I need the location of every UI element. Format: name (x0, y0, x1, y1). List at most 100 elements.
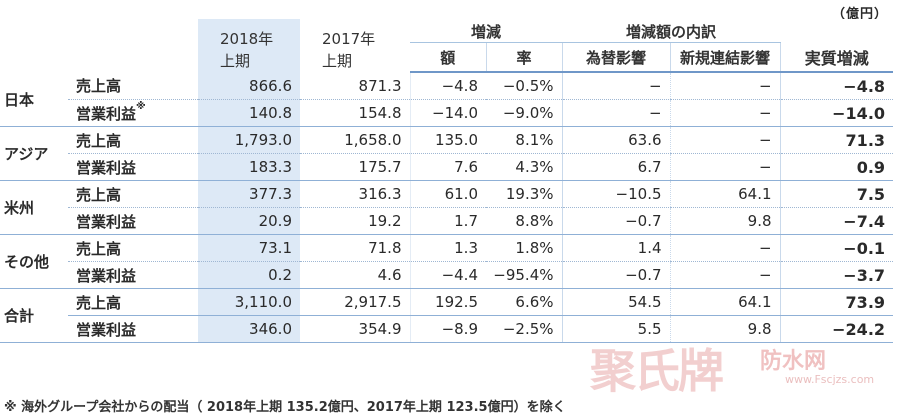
value-real-change: 7.5 (779, 180, 894, 208)
table-row: 米州 売上高 377.3 316.3 61.0 19.3% −10.5 64.1… (0, 180, 894, 235)
value-new-consolidation: 64.1 (669, 180, 781, 208)
header-new-consolidation: 新規連結影響 (669, 42, 781, 73)
value-real-change: −14.0 (779, 99, 894, 127)
value-2018: 1,793.0 (198, 126, 300, 154)
value-new-consolidation: − (669, 72, 781, 100)
value-2018: 73.1 (198, 234, 300, 262)
value-real-change: −7.4 (779, 207, 894, 235)
item-label: 営業利益※ (68, 99, 198, 127)
region-label: 合計 (0, 288, 68, 343)
table-row: 営業利益 0.2 4.6 −4.4 −95.4% −0.7 − −3.7 (0, 261, 894, 289)
item-label: 売上高 (68, 180, 198, 208)
value-fx-impact: 1.4 (561, 234, 671, 262)
table-row: 営業利益 346.0 354.9 −8.9 −2.5% 5.5 9.8 −24.… (0, 315, 894, 343)
value-2017: 4.6 (300, 261, 410, 289)
value-change-rate: −95.4% (486, 261, 563, 289)
value-fx-impact: − (561, 99, 671, 127)
table-row: アジア 売上高 1,793.0 1,658.0 135.0 8.1% 63.6 … (0, 126, 894, 181)
footnote-mark: ※ (136, 100, 146, 112)
watermark-brand: 聚氏牌 (590, 344, 724, 398)
value-real-change: 71.3 (779, 126, 894, 154)
header-2017-h1: 2017年 上期 (300, 19, 410, 72)
item-label: 営業利益 (68, 261, 198, 289)
value-2018: 20.9 (198, 207, 300, 235)
header-change: 増減 (410, 19, 563, 43)
header-2018-h1: 2018年 上期 (198, 19, 300, 72)
value-fx-impact: −10.5 (561, 180, 671, 208)
value-new-consolidation: − (669, 126, 781, 154)
value-change-rate: 1.8% (486, 234, 563, 262)
item-label: 売上高 (68, 72, 198, 100)
value-real-change: −0.1 (779, 234, 894, 262)
value-fx-impact: −0.7 (561, 261, 671, 289)
value-change-amount: −4.4 (409, 261, 486, 289)
item-label: 営業利益 (68, 153, 198, 181)
header-blank-item (68, 19, 198, 72)
value-fx-impact: 63.6 (561, 126, 671, 154)
value-new-consolidation: 9.8 (669, 207, 781, 235)
value-change-amount: −8.9 (409, 315, 486, 343)
value-real-change: 0.9 (779, 153, 894, 181)
value-fx-impact: 5.5 (561, 315, 671, 343)
value-change-rate: 4.3% (486, 153, 563, 181)
value-change-rate: 8.8% (486, 207, 563, 235)
value-2018: 183.3 (198, 153, 300, 181)
value-real-change: −4.8 (779, 72, 894, 100)
value-change-amount: −14.0 (409, 99, 486, 127)
header-real-change: 実質増減 (779, 42, 894, 73)
header-blank-region (0, 19, 68, 72)
value-fx-impact: −0.7 (561, 207, 671, 235)
value-2017: 871.3 (300, 72, 410, 100)
table-row: 営業利益 20.9 19.2 1.7 8.8% −0.7 9.8 −7.4 (0, 207, 894, 235)
region-label: 日本 (0, 72, 68, 127)
financial-table: 2018年 上期 2017年 上期 増減 増減額の内訳 額 率 為替影響 新規連結影… (0, 19, 894, 343)
value-2017: 1,658.0 (300, 126, 410, 154)
value-new-consolidation: 64.1 (669, 288, 781, 316)
table-row: 営業利益※ 140.8 154.8 −14.0 −9.0% − − −14.0 (0, 99, 894, 127)
value-change-rate: −9.0% (486, 99, 563, 127)
header-breakdown: 増減額の内訳 (562, 19, 781, 43)
region-label: その他 (0, 234, 68, 289)
header-blank-real (780, 19, 894, 43)
header-change-amount: 額 (410, 42, 486, 73)
value-change-amount: 1.7 (409, 207, 486, 235)
watermark-subtitle: 防水网 (760, 349, 827, 374)
region-label: 米州 (0, 180, 68, 235)
value-new-consolidation: − (669, 99, 781, 127)
value-new-consolidation: − (669, 261, 781, 289)
value-2017: 316.3 (300, 180, 410, 208)
value-new-consolidation: − (669, 234, 781, 262)
value-2017: 2,917.5 (300, 288, 410, 316)
item-label: 売上高 (68, 234, 198, 262)
region-label: アジア (0, 126, 68, 181)
item-label: 売上高 (68, 126, 198, 154)
value-new-consolidation: 9.8 (669, 315, 781, 343)
value-2018: 866.6 (198, 72, 300, 100)
value-real-change: −24.2 (779, 315, 894, 343)
value-change-amount: −4.8 (409, 72, 486, 100)
value-change-amount: 1.3 (409, 234, 486, 262)
value-new-consolidation: − (669, 153, 781, 181)
value-2018: 3,110.0 (198, 288, 300, 316)
value-change-rate: 19.3% (486, 180, 563, 208)
value-2018: 0.2 (198, 261, 300, 289)
value-change-amount: 7.6 (409, 153, 486, 181)
value-2018: 377.3 (198, 180, 300, 208)
table-row: その他 売上高 73.1 71.8 1.3 1.8% 1.4 − −0.1 (0, 234, 894, 289)
value-2017: 71.8 (300, 234, 410, 262)
value-fx-impact: 54.5 (561, 288, 671, 316)
value-change-rate: −0.5% (486, 72, 563, 100)
value-change-rate: 6.6% (486, 288, 563, 316)
unit-label: （億円） (831, 7, 888, 22)
value-2017: 19.2 (300, 207, 410, 235)
header-change-rate: 率 (485, 42, 563, 73)
value-change-amount: 192.5 (409, 288, 486, 316)
value-real-change: −3.7 (779, 261, 894, 289)
value-2018: 346.0 (198, 315, 300, 343)
item-label: 営業利益 (68, 315, 198, 343)
watermark-logo: 聚氏牌 防水网 www.Fscjzs.com (590, 335, 890, 398)
value-fx-impact: 6.7 (561, 153, 671, 181)
value-change-amount: 135.0 (409, 126, 486, 154)
value-fx-impact: − (561, 72, 671, 100)
header-fx-impact: 為替影響 (561, 42, 671, 73)
